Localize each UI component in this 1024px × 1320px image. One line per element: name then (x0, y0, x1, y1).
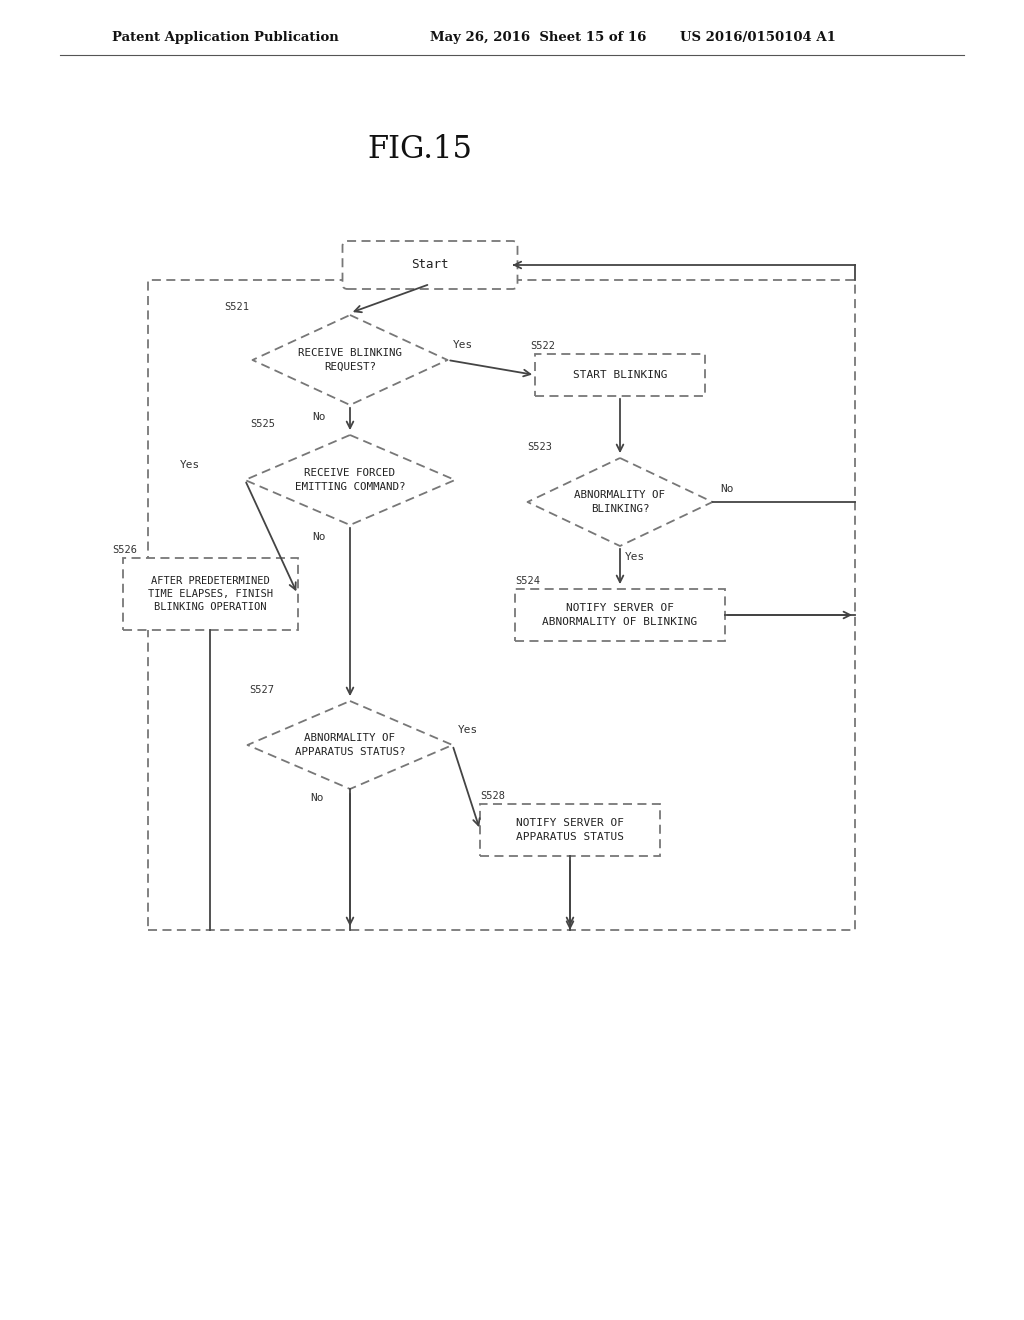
Text: Patent Application Publication: Patent Application Publication (112, 30, 339, 44)
Text: No: No (310, 793, 324, 803)
Text: S527: S527 (250, 685, 274, 696)
Polygon shape (253, 315, 447, 405)
Text: NOTIFY SERVER OF
ABNORMALITY OF BLINKING: NOTIFY SERVER OF ABNORMALITY OF BLINKING (543, 603, 697, 627)
Text: S521: S521 (224, 302, 250, 312)
Text: Yes: Yes (458, 725, 478, 735)
FancyBboxPatch shape (535, 354, 705, 396)
Text: ABNORMALITY OF
BLINKING?: ABNORMALITY OF BLINKING? (574, 491, 666, 513)
Text: START BLINKING: START BLINKING (572, 370, 668, 380)
Polygon shape (527, 458, 713, 546)
Text: Yes: Yes (180, 459, 201, 470)
Text: AFTER PREDETERMINED
TIME ELAPSES, FINISH
BLINKING OPERATION: AFTER PREDETERMINED TIME ELAPSES, FINISH… (147, 576, 272, 612)
Text: Start: Start (412, 259, 449, 272)
Text: S523: S523 (527, 442, 553, 451)
FancyBboxPatch shape (342, 242, 517, 289)
Text: ABNORMALITY OF
APPARATUS STATUS?: ABNORMALITY OF APPARATUS STATUS? (295, 734, 406, 756)
FancyBboxPatch shape (123, 558, 298, 630)
Text: US 2016/0150104 A1: US 2016/0150104 A1 (680, 30, 836, 44)
Polygon shape (245, 436, 455, 525)
Text: S528: S528 (480, 791, 505, 801)
Text: Yes: Yes (625, 552, 645, 562)
Polygon shape (248, 701, 453, 789)
Text: No: No (721, 484, 734, 494)
Text: May 26, 2016  Sheet 15 of 16: May 26, 2016 Sheet 15 of 16 (430, 30, 646, 44)
Text: S524: S524 (515, 576, 540, 586)
Text: S522: S522 (530, 341, 555, 351)
Text: S525: S525 (250, 418, 275, 429)
FancyBboxPatch shape (480, 804, 660, 855)
Text: No: No (312, 532, 326, 543)
Text: RECEIVE FORCED
EMITTING COMMAND?: RECEIVE FORCED EMITTING COMMAND? (295, 469, 406, 491)
Text: S526: S526 (113, 545, 137, 554)
Text: FIG.15: FIG.15 (368, 135, 472, 165)
FancyBboxPatch shape (515, 589, 725, 642)
Text: RECEIVE BLINKING
REQUEST?: RECEIVE BLINKING REQUEST? (298, 348, 402, 372)
Text: NOTIFY SERVER OF
APPARATUS STATUS: NOTIFY SERVER OF APPARATUS STATUS (516, 818, 624, 842)
Text: No: No (312, 412, 326, 422)
Text: Yes: Yes (453, 341, 473, 350)
